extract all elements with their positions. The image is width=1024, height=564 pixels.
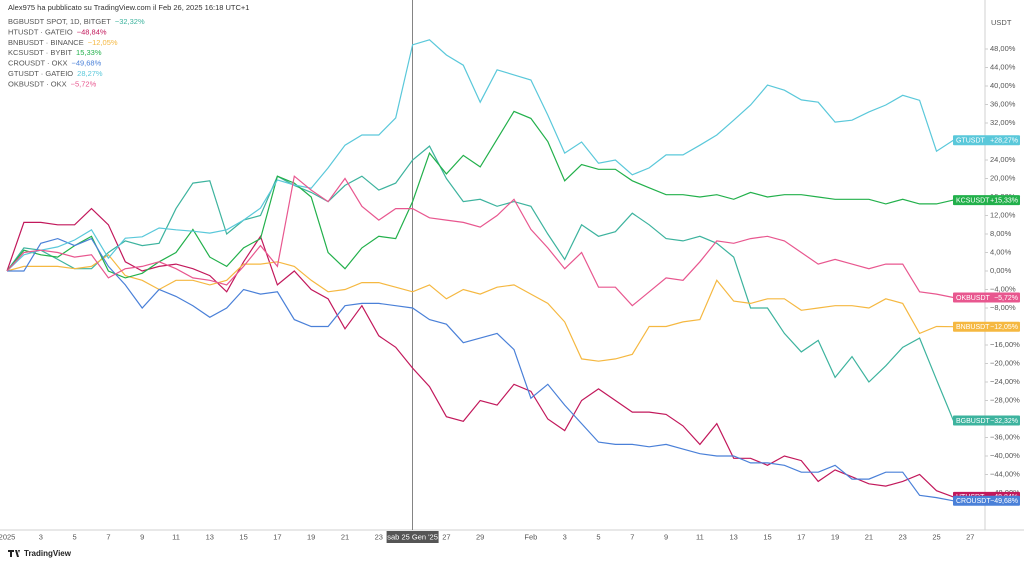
price-tag-value: +15,33% [990,197,1018,204]
price-tag-value: +28,27% [990,138,1018,145]
legend-name: OKBUSDT · OKX [8,79,67,88]
y-tick-label: −28,00% [990,395,1020,404]
x-tick-label: 17 [273,532,281,541]
legend-value: 28,27% [77,69,103,78]
price-tag-value: −5,72% [994,295,1018,302]
price-tag [953,195,1020,206]
price-tag-symbol: KCSUSDT [956,197,990,204]
legend-name: HTUSDT · GATEIO [8,27,73,36]
legend-name: CROUSDT · OKX [8,59,67,68]
x-tick-label: 15 [239,532,247,541]
footer: TradingView [24,549,72,558]
x-tick-label: 23 [375,532,383,541]
y-tick-label: 36,00% [990,99,1016,108]
footer-logo [8,550,20,557]
y-tick-label: 24,00% [990,155,1016,164]
x-tick-label: 21 [865,532,873,541]
price-tag-value: −49,68% [990,498,1018,505]
price-tag-symbol: BNBUSDT [956,324,990,331]
x-tick-label: 29 [476,532,484,541]
x-tick-label: 21 [341,532,349,541]
series-line [7,237,954,502]
y-tick-label: 8,00% [990,229,1012,238]
x-tick-label: 13 [206,532,214,541]
legend-name: BNBUSDT · BINANCE [8,38,84,47]
legend-value: −32,32% [115,17,145,26]
crosshair-label: sab 25 Gen '25 [387,532,438,541]
y-tick-label: 48,00% [990,44,1016,53]
x-tick-label: 27 [442,532,450,541]
y-tick-label: −36,00% [990,432,1020,441]
y-tick-label: 20,00% [990,173,1016,182]
x-tick-label: 5 [596,532,600,541]
x-tick-label: 3 [563,532,567,541]
y-tick-label: 44,00% [990,62,1016,71]
price-tag [953,292,1020,303]
legend-name: GTUSDT · GATEIO [8,69,73,78]
legend-name: KCSUSDT · BYBIT [8,48,72,57]
price-tag-symbol: GTUSDT [956,138,986,145]
legend-value: −49,68% [71,59,101,68]
y-tick-label: −20,00% [990,358,1020,367]
x-tick-label: 11 [696,532,704,541]
x-tick-label: 19 [307,532,315,541]
series-line [6,110,954,279]
price-tag-symbol: CROUSDT [956,498,991,505]
price-tag-value: −12,05% [990,324,1018,331]
x-tick-label: Feb [524,532,537,541]
series-line [6,145,954,421]
series-line [6,253,954,362]
y-tick-label: 32,00% [990,118,1016,127]
x-tick-label: 25 [932,532,940,541]
x-tick-label: 3 [39,532,43,541]
y-tick-label: −4,00% [990,284,1016,293]
price-tag [953,415,1020,426]
y-unit: USDT [991,18,1012,27]
x-tick-label: 27 [966,532,974,541]
series-line [6,207,954,498]
x-tick-label: 7 [630,532,634,541]
y-tick-label: −40,00% [990,451,1020,460]
price-tag-symbol: OKBUSDT [956,295,991,302]
y-tick-label: −8,00% [990,303,1016,312]
y-tick-label: −24,00% [990,377,1020,386]
x-tick-label: 19 [831,532,839,541]
x-tick-label: 9 [664,532,668,541]
legend-value: −5,72% [71,79,97,88]
y-tick-label: 0,00% [990,266,1012,275]
x-tick-label: 9 [140,532,144,541]
crosshair-label-box [386,531,439,543]
x-tick-label: 5 [73,532,77,541]
legend-value: −12,05% [88,38,118,47]
x-tick-label: 17 [797,532,805,541]
series-line [6,175,954,307]
legend-value: 15,33% [76,48,102,57]
y-tick-label: 12,00% [990,210,1016,219]
x-tick-label: 2025 [0,532,15,541]
legend-value: −48,84% [77,27,107,36]
x-tick-label: 7 [106,532,110,541]
y-tick-label: −16,00% [990,340,1020,349]
price-tag [953,321,1020,332]
y-tick-label: −44,00% [990,469,1020,478]
x-tick-label: 13 [730,532,738,541]
price-tag-value: −32,32% [990,418,1018,425]
price-tag [953,495,1020,506]
x-tick-label: 15 [763,532,771,541]
header: Alex975 ha pubblicato su TradingView.com… [8,3,249,12]
x-tick-label: 11 [172,532,180,541]
series-line [6,39,954,272]
y-tick-label: 40,00% [990,81,1016,90]
y-tick-label: 4,00% [990,247,1012,256]
x-tick-label: 23 [899,532,907,541]
price-tag-symbol: BGBUSDT [956,418,991,425]
legend-name: BGBUSDT SPOT, 1D, BITGET [8,17,111,26]
price-tag [953,135,1020,146]
